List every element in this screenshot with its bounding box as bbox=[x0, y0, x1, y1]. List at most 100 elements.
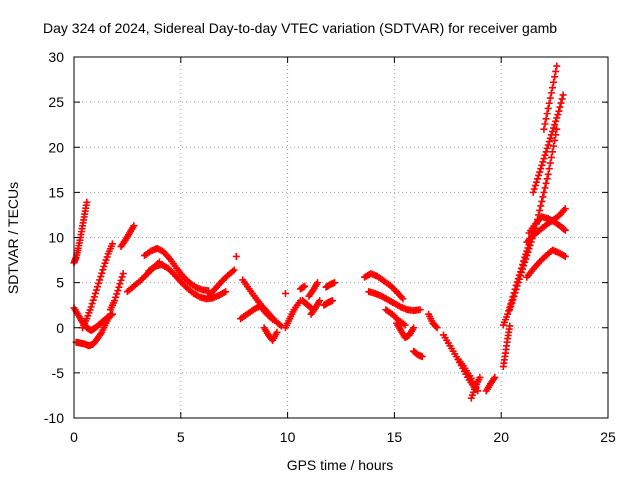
series-pass-31 bbox=[467, 373, 484, 402]
data-point-marker bbox=[561, 226, 569, 234]
data-point-marker bbox=[130, 222, 138, 230]
data-point-marker bbox=[516, 272, 524, 280]
y-axis-title: SDTVAR / TECUs bbox=[5, 182, 21, 294]
y-tick-label: 0 bbox=[56, 320, 64, 336]
data-point-marker bbox=[550, 124, 558, 132]
data-point-marker bbox=[544, 141, 552, 149]
data-point-marker bbox=[530, 185, 538, 193]
data-point-marker bbox=[508, 299, 516, 307]
data-point-marker bbox=[537, 202, 545, 210]
data-point-marker bbox=[537, 165, 545, 173]
data-point-marker bbox=[88, 300, 96, 308]
data-point-marker bbox=[539, 158, 547, 166]
data-point-marker bbox=[555, 107, 563, 115]
data-point-marker bbox=[433, 324, 441, 332]
data-point-marker bbox=[96, 276, 104, 284]
data-point-marker bbox=[119, 270, 127, 278]
y-tick-label: 25 bbox=[48, 94, 64, 110]
series-pass-36 bbox=[529, 91, 567, 196]
data-point-marker bbox=[113, 290, 121, 298]
data-point-marker bbox=[230, 266, 238, 274]
data-point-marker bbox=[557, 99, 565, 107]
series-pass-27 bbox=[410, 347, 426, 361]
series-pass-40 bbox=[523, 246, 569, 281]
data-point-marker bbox=[556, 103, 564, 111]
series-pass-33 bbox=[499, 322, 514, 371]
x-tick-label: 20 bbox=[493, 429, 509, 445]
data-point-marker bbox=[548, 127, 556, 135]
x-tick-label: 25 bbox=[600, 429, 616, 445]
data-point-marker bbox=[551, 136, 559, 144]
series-pass-26 bbox=[393, 319, 418, 342]
data-point-marker bbox=[553, 62, 561, 70]
data-point-marker bbox=[548, 84, 556, 92]
data-point-marker bbox=[526, 241, 534, 249]
data-point-marker bbox=[306, 303, 314, 311]
data-point-marker bbox=[540, 188, 548, 196]
y-tick-label: 5 bbox=[56, 275, 64, 291]
series-pass-5 bbox=[106, 270, 127, 314]
series-pass-32 bbox=[482, 373, 499, 395]
series-pass-24 bbox=[365, 288, 424, 315]
series-pass-11 bbox=[232, 252, 240, 260]
data-point-marker bbox=[550, 142, 558, 150]
x-tick-label: 0 bbox=[70, 429, 78, 445]
series-pass-37 bbox=[540, 62, 561, 133]
chart-title: Day 324 of 2024, Sidereal Day-to-day VTE… bbox=[43, 20, 557, 36]
data-point-marker bbox=[507, 302, 515, 310]
x-tick-label: 15 bbox=[387, 429, 403, 445]
y-tick-label: 15 bbox=[48, 184, 64, 200]
data-point-marker bbox=[534, 175, 542, 183]
data-point-marker bbox=[100, 262, 108, 270]
data-point-marker bbox=[98, 269, 106, 277]
series-pass-39 bbox=[525, 213, 569, 237]
series-pass-9 bbox=[145, 261, 230, 303]
data-point-marker bbox=[281, 289, 289, 297]
data-point-marker bbox=[519, 265, 527, 273]
data-point-marker bbox=[90, 293, 98, 301]
data-point-marker bbox=[513, 282, 521, 290]
grid bbox=[74, 57, 608, 418]
data-point-marker bbox=[542, 148, 550, 156]
data-point-marker bbox=[269, 316, 277, 324]
data-point-marker bbox=[547, 89, 555, 97]
data-point-marker bbox=[543, 110, 551, 118]
data-point-marker bbox=[546, 134, 554, 142]
data-point-marker bbox=[83, 198, 91, 206]
series-pass-1 bbox=[70, 198, 91, 267]
data-point-marker bbox=[560, 225, 568, 233]
data-point-marker bbox=[99, 266, 107, 274]
data-point-marker bbox=[548, 148, 556, 156]
series-pass-22 bbox=[320, 297, 336, 309]
data-point-marker bbox=[535, 171, 543, 179]
data-point-marker bbox=[515, 275, 523, 283]
data-point-marker bbox=[399, 295, 407, 303]
data-point-marker bbox=[552, 67, 560, 75]
y-tick-label: 10 bbox=[48, 230, 64, 246]
data-point-marker bbox=[506, 306, 514, 314]
series-pass-28 bbox=[425, 310, 441, 332]
data-point-marker bbox=[514, 279, 522, 287]
data-point-marker bbox=[509, 296, 517, 304]
data-point-marker bbox=[546, 159, 554, 167]
data-point-marker bbox=[550, 78, 558, 86]
data-point-marker bbox=[101, 259, 109, 267]
data-point-marker bbox=[93, 283, 101, 291]
data-point-marker bbox=[544, 170, 552, 178]
data-point-marker bbox=[416, 306, 424, 314]
data-point-marker bbox=[115, 283, 123, 291]
data-point-marker bbox=[544, 104, 552, 112]
data-point-marker bbox=[539, 193, 547, 201]
data-point-marker bbox=[301, 282, 309, 290]
data-point-marker bbox=[541, 184, 549, 192]
series-pass-18 bbox=[299, 297, 315, 312]
data-point-marker bbox=[510, 292, 518, 300]
data-point-marker bbox=[222, 288, 230, 296]
series-pass-20 bbox=[305, 279, 322, 300]
data-point-marker bbox=[559, 91, 567, 99]
data-point-marker bbox=[554, 111, 562, 119]
x-tick-label: 10 bbox=[280, 429, 296, 445]
y-tick-label: -10 bbox=[44, 410, 64, 426]
data-point-marker bbox=[491, 373, 499, 381]
data-point-marker bbox=[517, 268, 525, 276]
